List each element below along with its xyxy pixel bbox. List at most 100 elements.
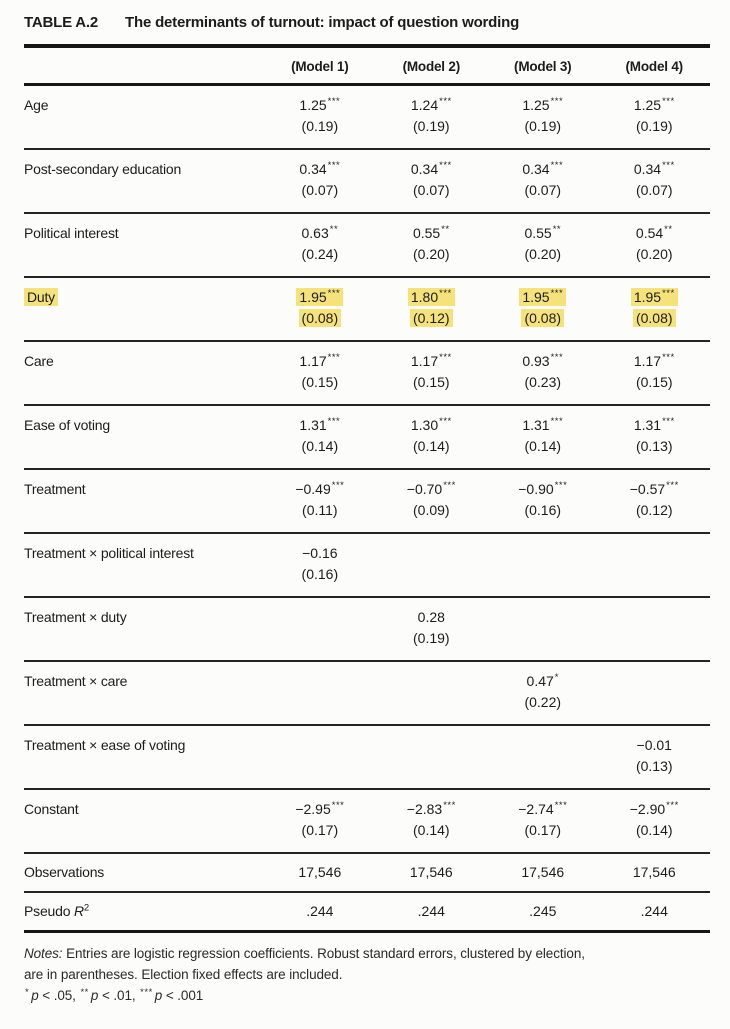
significance-stars: *** xyxy=(443,800,456,812)
coefficient-value: 1.25*** xyxy=(633,96,675,113)
significance-stars: *** xyxy=(439,288,452,300)
standard-error: (0.17) xyxy=(301,822,339,838)
coef-cell: 1.80*** (0.12) xyxy=(375,276,488,341)
coef-cell: 0.34*** (0.07) xyxy=(264,148,376,213)
coefficient-value: −0.49*** xyxy=(295,480,345,497)
coef-cell: −2.83*** (0.14) xyxy=(375,788,488,853)
coefficient-line: 1.31*** xyxy=(599,415,711,436)
significance-stars: *** xyxy=(550,416,564,428)
coefficient-line: 1.25*** xyxy=(487,95,598,116)
coef-cell xyxy=(375,724,488,789)
coefficient-value: 0.47* xyxy=(526,672,559,689)
column-header-model-1: (Model 1) xyxy=(264,46,376,86)
r-squared-symbol: R xyxy=(73,903,84,919)
coef-cell xyxy=(375,532,488,597)
coef-cell xyxy=(487,724,599,789)
coefficient-line: 0.34*** xyxy=(487,159,598,180)
significance-stars: *** xyxy=(327,352,341,364)
coefficient-value: 1.25*** xyxy=(522,96,564,113)
coef-cell xyxy=(264,724,376,789)
coef-cell xyxy=(598,596,710,661)
summary-value: .244 xyxy=(375,891,488,932)
standard-error: (0.17) xyxy=(524,822,562,838)
standard-error-line: (0.19) xyxy=(264,116,375,137)
coefficient-value: 0.55** xyxy=(412,224,450,241)
coefficient-value: 1.95*** xyxy=(519,288,567,306)
p-variable: p xyxy=(154,988,163,1004)
coefficient-line: 1.95*** xyxy=(599,287,711,308)
significance-stars: *** xyxy=(550,160,564,172)
coefficient-value: −0.57*** xyxy=(629,480,679,497)
standard-error-line: (0.14) xyxy=(487,436,598,457)
summary-value: .244 xyxy=(264,891,376,932)
p-variable: p xyxy=(90,988,99,1004)
standard-error-line: (0.07) xyxy=(599,180,711,201)
coefficient-line: 0.55** xyxy=(376,223,487,244)
corner-cell xyxy=(24,46,265,86)
coefficient-value: 0.28 xyxy=(417,609,445,625)
row-constant: Constant −2.95*** (0.17) −2.83*** (0.14) −2.7… xyxy=(24,788,711,853)
coef-cell xyxy=(598,660,710,725)
coef-cell: 1.25*** (0.19) xyxy=(598,83,711,149)
standard-error-line: (0.07) xyxy=(376,180,487,201)
significance-stars: *** xyxy=(554,480,568,492)
coef-cell xyxy=(598,532,710,597)
coefficient-line: 1.95*** xyxy=(487,287,598,308)
summary-label: Pseudo R2 xyxy=(24,891,265,932)
table-caption: The determinants of turnout: impact of q… xyxy=(125,14,520,31)
coef-cell: −2.95*** (0.17) xyxy=(264,788,376,853)
coefficient-value: 1.31*** xyxy=(522,416,564,433)
standard-error: (0.19) xyxy=(413,630,450,646)
coefficient-line: 0.34*** xyxy=(264,159,375,180)
summary-rows: Observations 17,546 17,546 17,546 17,546 Pseu… xyxy=(24,852,710,932)
summary-value: .244 xyxy=(598,891,710,932)
significance-stars: *** xyxy=(666,480,679,492)
standard-error-line: (0.14) xyxy=(376,436,487,457)
row-post-secondary-education: Post-secondary education 0.34*** (0.07) 0.3… xyxy=(24,148,711,213)
standard-error: (0.19) xyxy=(524,118,562,134)
coefficient-line: −0.49*** xyxy=(264,479,375,500)
regression-table: (Model 1) (Model 2) (Model 3) (Model 4) Age… xyxy=(24,44,710,933)
coef-cell: 1.25*** (0.19) xyxy=(264,83,376,149)
standard-error: (0.14) xyxy=(413,822,450,838)
row-label: Care xyxy=(24,340,265,405)
coefficient-value: 0.34*** xyxy=(410,160,452,177)
significance-stars: *** xyxy=(662,352,675,364)
standard-error-line: (0.19) xyxy=(599,116,711,137)
standard-error-line: (0.14) xyxy=(264,436,375,457)
standard-error: (0.22) xyxy=(524,694,562,710)
coefficient-value: 1.25*** xyxy=(299,96,341,113)
standard-error: (0.07) xyxy=(635,182,673,198)
row-label-text: Constant xyxy=(24,801,79,817)
coefficient-value: −2.83*** xyxy=(406,800,456,817)
coef-cell: −2.74*** (0.17) xyxy=(487,788,599,853)
coefficient-line: 0.34*** xyxy=(376,159,487,180)
coef-cell: 1.31*** (0.14) xyxy=(264,404,376,469)
coef-cell: 0.55** (0.20) xyxy=(375,212,488,277)
coefficient-line: 0.47* xyxy=(487,671,598,692)
standard-error: (0.08) xyxy=(298,309,342,327)
standard-error-line: (0.13) xyxy=(599,436,711,457)
coef-cell: −0.57*** (0.12) xyxy=(598,468,710,533)
coefficient-value: 0.34*** xyxy=(522,160,564,177)
coefficient-value: −0.01 xyxy=(636,737,672,753)
coef-cell xyxy=(264,596,376,661)
standard-error: (0.14) xyxy=(635,822,673,838)
row-label: Treatment × political interest xyxy=(24,532,265,597)
standard-error-line: (0.14) xyxy=(599,820,711,841)
standard-error: (0.11) xyxy=(302,502,338,518)
row-treatment-political-interest: Treatment × political interest −0.16 (0.16… xyxy=(24,532,710,597)
coef-cell: 1.95*** (0.08) xyxy=(264,276,376,341)
significance-stars: ** xyxy=(664,224,673,236)
coef-cell: 1.17*** (0.15) xyxy=(264,340,376,405)
standard-error-line: (0.14) xyxy=(376,820,487,841)
row-label-text: Ease of voting xyxy=(24,417,110,433)
row-label: Post-secondary education xyxy=(24,148,265,213)
coef-cell xyxy=(487,532,599,597)
standard-error: (0.07) xyxy=(413,182,450,198)
coefficient-line: 1.31*** xyxy=(487,415,598,436)
row-treatment: Treatment −0.49*** (0.11) −0.70*** (0.09) −0.… xyxy=(24,468,710,533)
significance-stars: ** xyxy=(441,224,450,236)
coef-cell: 1.17*** (0.15) xyxy=(375,340,488,405)
